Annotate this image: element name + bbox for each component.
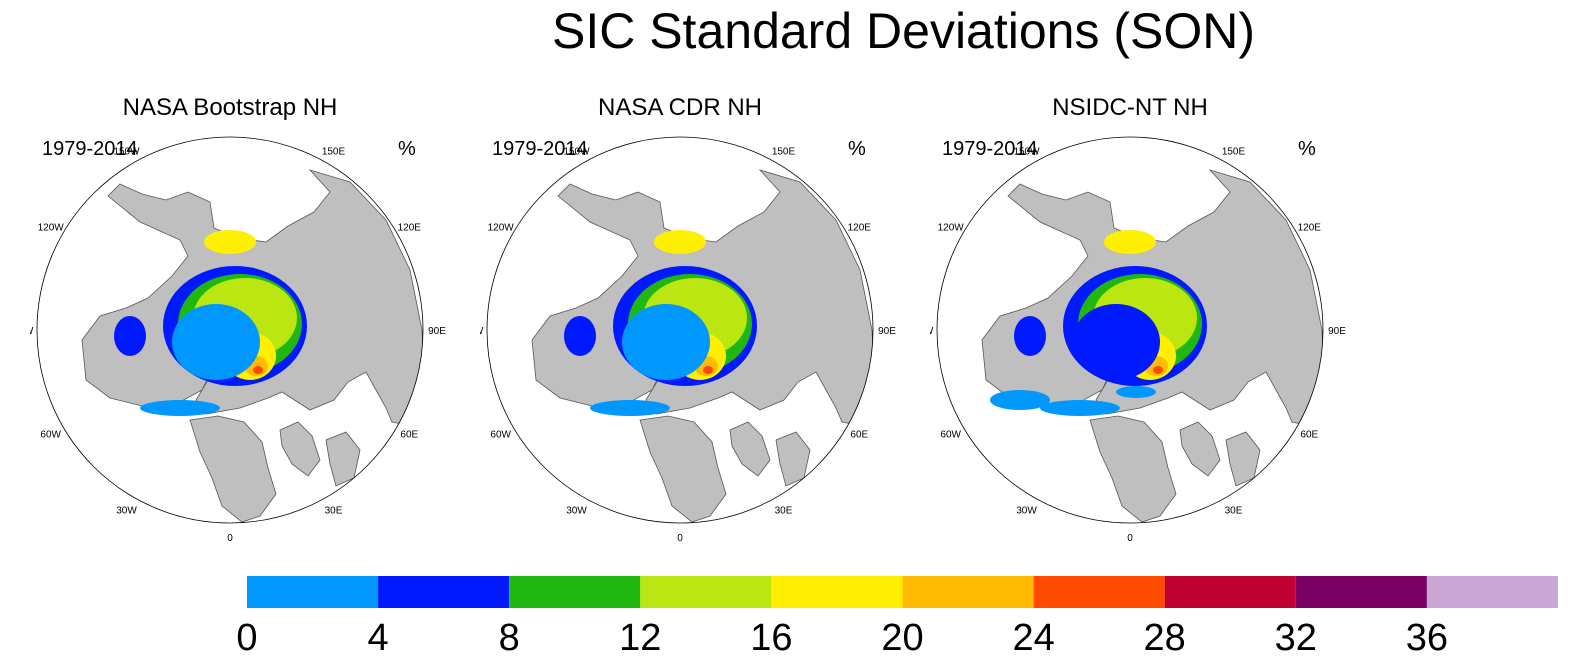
colorbar-segment xyxy=(771,576,903,608)
year-range-label: 1979-2014 xyxy=(492,138,588,160)
panel-title: NSIDC-NT NH xyxy=(1052,94,1208,121)
polar-map: 180150E120E90E60E30E030W60W90W120W150W xyxy=(930,136,1346,544)
land-mass-1 xyxy=(639,415,727,523)
colorbar-segment xyxy=(1164,576,1296,608)
hudson-bay-ice xyxy=(114,316,146,356)
colorbar: 0 4 8 12 16 20 24 28 32 36 xyxy=(236,576,1558,659)
figure-title: SIC Standard Deviations (SON) xyxy=(551,3,1256,59)
colorbar-segment xyxy=(378,576,510,608)
longitude-label: 30E xyxy=(775,505,793,516)
greenland-sea-ice xyxy=(140,400,220,416)
ice-std-band-24-28 xyxy=(703,366,713,374)
colorbar-tick-label: 16 xyxy=(750,617,792,659)
colorbar-tick-label: 4 xyxy=(368,617,389,659)
longitude-label: 0 xyxy=(677,533,683,544)
ice-std-band-16-20-pacific xyxy=(204,230,256,254)
year-range-label: 1979-2014 xyxy=(42,138,138,160)
longitude-label: 150W xyxy=(1013,147,1040,158)
unit-label: % xyxy=(398,138,416,160)
panel-nasa-bootstrap: NASA Bootstrap NH 1979-2014 % 180150E120… xyxy=(30,90,480,550)
longitude-label: 30E xyxy=(1225,505,1243,516)
colorbar-segment xyxy=(247,576,379,608)
colorbar-tick-label: 28 xyxy=(1144,617,1186,659)
land-mass-1 xyxy=(189,415,277,523)
colorbar-segment xyxy=(1295,576,1427,608)
hudson-bay-ice xyxy=(564,316,596,356)
longitude-label: 120E xyxy=(398,223,422,234)
longitude-label: 90W xyxy=(930,326,934,337)
longitude-label: 150E xyxy=(1222,147,1246,158)
longitude-label: 120E xyxy=(1298,223,1322,234)
longitude-label: 150E xyxy=(322,147,346,158)
year-range-label: 1979-2014 xyxy=(942,138,1038,160)
hudson-bay-ice xyxy=(1014,316,1046,356)
longitude-label: 90E xyxy=(428,326,446,337)
land-mass-2 xyxy=(279,421,321,477)
longitude-label: 30W xyxy=(566,505,587,516)
colorbar-tick-label: 32 xyxy=(1275,617,1317,659)
colorbar-segment xyxy=(1426,576,1558,608)
barents-edge-ice xyxy=(1116,386,1156,398)
longitude-label: 150E xyxy=(772,147,796,158)
map-boundary xyxy=(36,136,424,524)
longitude-label: 30W xyxy=(1016,505,1037,516)
colorbar-segment xyxy=(902,576,1034,608)
longitude-label: 60W xyxy=(40,430,61,441)
central-arctic-low xyxy=(622,304,710,380)
longitude-label: 60W xyxy=(940,430,961,441)
longitude-label: 120W xyxy=(938,223,965,234)
unit-label: % xyxy=(848,138,866,160)
colorbar-tick-label: 24 xyxy=(1012,617,1054,659)
central-arctic-low xyxy=(1072,304,1160,380)
longitude-label: 60E xyxy=(400,430,418,441)
panel-title: NASA Bootstrap NH xyxy=(122,94,338,121)
longitude-label: 90E xyxy=(1328,326,1346,337)
panel-nsidc-nt: NSIDC-NT NH 1979-2014 % 180150E120E90E60… xyxy=(930,90,1380,550)
labrador-sea-ice xyxy=(990,390,1050,410)
longitude-label: 60W xyxy=(490,430,511,441)
colorbar-segment xyxy=(1033,576,1165,608)
longitude-label: 90W xyxy=(480,326,484,337)
longitude-label: 150W xyxy=(563,147,590,158)
longitude-label: 120E xyxy=(848,223,872,234)
polar-map: 180150E120E90E60E30E030W60W90W120W150W xyxy=(30,136,446,544)
colorbar-tick-label: 36 xyxy=(1406,617,1448,659)
colorbar-tick-label: 20 xyxy=(881,617,923,659)
longitude-label: 30W xyxy=(116,505,137,516)
ice-std-band-16-20-pacific xyxy=(654,230,706,254)
ice-std-band-16-20-pacific xyxy=(1104,230,1156,254)
greenland-sea-ice xyxy=(1040,400,1120,416)
land-mass-2 xyxy=(1179,421,1221,477)
longitude-label: 60E xyxy=(1300,430,1318,441)
greenland-sea-ice xyxy=(590,400,670,416)
colorbar-segment xyxy=(640,576,772,608)
panel-nasa-cdr: NASA CDR NH 1979-2014 % 180150E120E90E60… xyxy=(480,90,930,550)
longitude-label: 60E xyxy=(850,430,868,441)
longitude-label: 90E xyxy=(878,326,896,337)
colorbar-segment xyxy=(509,576,641,608)
longitude-label: 120W xyxy=(38,223,65,234)
longitude-label: 30E xyxy=(325,505,343,516)
central-arctic-low xyxy=(172,304,260,380)
map-boundary xyxy=(936,136,1324,524)
ice-std-band-24-28 xyxy=(1153,366,1163,374)
unit-label: % xyxy=(1298,138,1316,160)
land-mass-2 xyxy=(729,421,771,477)
longitude-label: 0 xyxy=(1127,533,1133,544)
polar-map: 180150E120E90E60E30E030W60W90W120W150W xyxy=(480,136,896,544)
panel-title: NASA CDR NH xyxy=(597,94,763,121)
ice-std-band-24-28 xyxy=(253,366,263,374)
colorbar-tick-label: 12 xyxy=(619,617,661,659)
land-mass-1 xyxy=(1089,415,1177,523)
colorbar-tick-label: 0 xyxy=(236,617,257,659)
longitude-label: 0 xyxy=(227,533,233,544)
longitude-label: 150W xyxy=(113,147,140,158)
longitude-label: 120W xyxy=(488,223,515,234)
longitude-label: 90W xyxy=(30,326,34,337)
colorbar-tick-label: 8 xyxy=(499,617,520,659)
map-boundary xyxy=(486,136,874,524)
